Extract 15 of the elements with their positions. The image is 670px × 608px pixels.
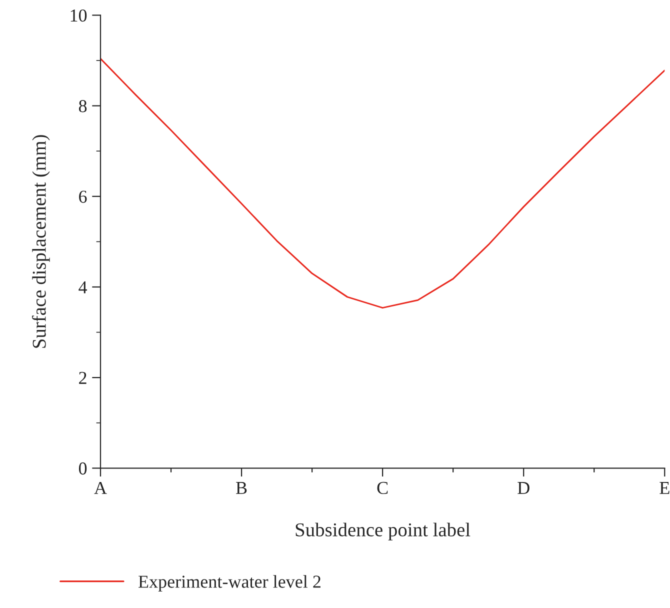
x-tick-label: C — [377, 482, 388, 494]
x-axis-title: Subsidence point label — [296, 522, 470, 540]
x-tick-label: B — [236, 482, 247, 494]
y-axis-title: Surface displacement (mm) — [32, 135, 50, 348]
y-tick-label: 10 — [70, 9, 87, 22]
x-tick-label: D — [518, 482, 530, 494]
y-tick-label: 8 — [78, 100, 87, 112]
line-series — [100, 58, 665, 309]
y-tick-label: 2 — [79, 372, 86, 384]
legend-label: Experiment-water level 2 — [138, 575, 320, 592]
y-tick-label: 4 — [78, 281, 88, 294]
y-tick-label: 0 — [78, 462, 87, 475]
y-tick-label: 6 — [79, 190, 87, 203]
x-tick-label: A — [94, 482, 107, 494]
x-tick-label: E — [660, 482, 670, 494]
